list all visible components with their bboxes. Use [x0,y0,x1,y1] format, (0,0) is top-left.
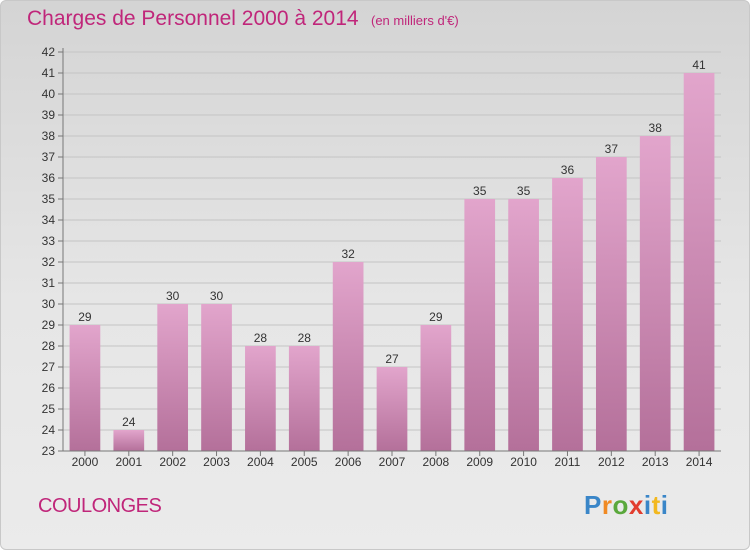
x-tick-label: 2008 [423,455,450,469]
y-tick-label: 39 [42,108,56,122]
bar-2004 [245,346,276,451]
y-tick-label: 23 [42,444,56,458]
x-tick-label: 2012 [598,455,625,469]
y-tick-label: 32 [42,255,56,269]
chart-subtitle: (en milliers d'€) [371,13,459,28]
bar-2003 [201,304,232,451]
y-tick-label: 41 [42,66,56,80]
proxiti-logo: Proxiti [584,490,669,520]
data-label-2011: 36 [561,163,575,177]
bar-2012 [595,157,627,451]
x-tick-label: 2003 [203,455,230,469]
y-tick-label: 38 [42,129,56,143]
y-tick-label: 26 [42,381,56,395]
y-tick-label: 31 [42,276,56,290]
bar-2002 [157,304,189,451]
y-tick-label: 36 [42,171,56,185]
bar-2005 [288,346,320,451]
y-tick-label: 24 [42,423,56,437]
data-label-2010: 35 [517,184,531,198]
data-label-2005: 28 [298,331,312,345]
x-tick-label: 2014 [686,455,713,469]
data-label-2003: 30 [210,289,224,303]
x-tick-label: 2004 [247,455,274,469]
bar-2007 [376,367,408,451]
y-tick-label: 42 [42,45,56,59]
y-tick-label: 28 [42,339,56,353]
x-tick-label: 2007 [379,455,406,469]
bar-2006 [332,262,364,451]
bar-2001 [113,430,145,451]
data-label-2002: 30 [166,289,180,303]
x-tick-label: 2006 [335,455,362,469]
bar-2010 [508,199,539,451]
data-label-2012: 37 [605,142,619,156]
axes: 23 24 25 26 27 28 29 30 31 32 33 34 35 36 37 38 39 40 41 42… [42,45,721,469]
y-tick-label: 34 [42,213,56,227]
y-tick-label: 37 [42,150,56,164]
y-tick-label: 35 [42,192,56,206]
x-tick-label: 2005 [291,455,318,469]
bar-2014 [683,73,715,451]
data-label-2001: 24 [122,415,136,429]
data-label-2000: 29 [78,310,92,324]
y-tick-label: 25 [42,402,56,416]
bar-2011 [552,178,583,451]
data-label-2007: 27 [385,352,399,366]
x-tick-label: 2009 [466,455,493,469]
y-tick-label: 30 [42,297,56,311]
x-tick-label: 2013 [642,455,669,469]
data-label-2006: 32 [341,247,355,261]
chart-title: Charges de Personnel 2000 à 2014 [27,7,359,30]
bar-2009 [464,199,496,451]
y-tick-label: 40 [42,87,56,101]
y-tick-label: 33 [42,234,56,248]
commune-name: COULONGES [38,495,162,517]
x-tick-label: 2001 [115,455,142,469]
data-label-2008: 29 [429,310,443,324]
data-label-2004: 28 [254,331,268,345]
data-label-2013: 38 [649,121,663,135]
x-tick-label: 2002 [159,455,186,469]
y-tick-label: 27 [42,360,56,374]
x-tick-label: 2010 [510,455,537,469]
bar-2000 [69,325,101,451]
bar-2013 [639,136,671,451]
x-tick-label: 2000 [72,455,99,469]
data-label-2014: 41 [692,58,706,72]
bars: 29 24 30 30 28 28 32 27 29 35 35 36 37 38 41 [69,58,715,451]
bar-2008 [420,325,452,451]
data-label-2009: 35 [473,184,487,198]
y-tick-label: 29 [42,318,56,332]
x-tick-label: 2011 [555,455,581,469]
